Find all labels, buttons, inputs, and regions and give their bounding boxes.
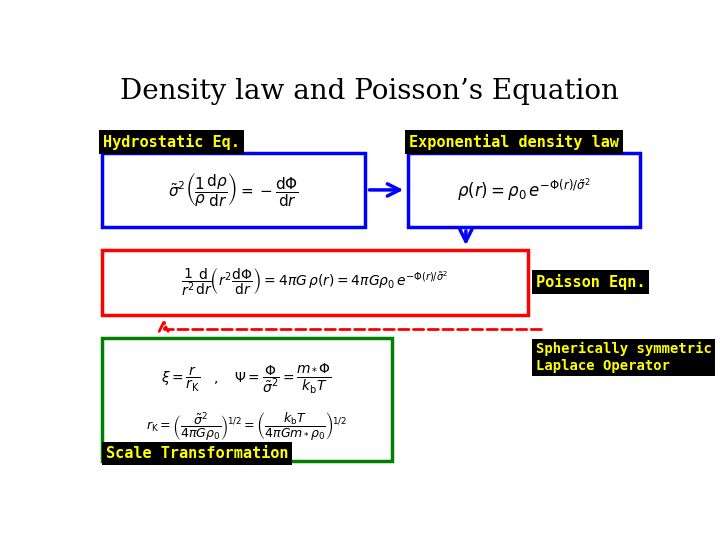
Text: Poisson Eqn.: Poisson Eqn. [536,274,645,290]
Text: Exponential density law: Exponential density law [409,134,619,150]
Bar [102,338,392,461]
Text: $\xi = \dfrac{r}{r_{\mathrm{K}}}\quad ,\quad \Psi = \dfrac{\Phi}{\tilde{\sigma}^: $\xi = \dfrac{r}{r_{\mathrm{K}}}\quad ,\… [161,362,333,396]
Text: $\dfrac{1}{r^2}\dfrac{\mathrm{d}}{\mathrm{d}r}\!\left(r^2\dfrac{\mathrm{d}\Phi}{: $\dfrac{1}{r^2}\dfrac{\mathrm{d}}{\mathr… [181,266,449,298]
Text: Spherically symmetric
Laplace Operator: Spherically symmetric Laplace Operator [536,342,711,373]
Bar [408,153,640,226]
Text: Density law and Poisson’s Equation: Density law and Poisson’s Equation [120,78,618,105]
Text: $\tilde{\sigma}^2 \left(\dfrac{1}{\rho}\dfrac{\mathrm{d}\rho}{\mathrm{d}r}\right: $\tilde{\sigma}^2 \left(\dfrac{1}{\rho}\… [168,171,299,208]
Bar [102,249,528,315]
Text: Hydrostatic Eq.: Hydrostatic Eq. [103,134,240,150]
Text: $\rho(r) = \rho_0\, e^{-\Phi(r)/\tilde{\sigma}^2}$: $\rho(r) = \rho_0\, e^{-\Phi(r)/\tilde{\… [457,176,590,204]
Text: Scale Transformation: Scale Transformation [106,446,288,461]
Bar [102,153,365,226]
Text: $r_{\mathrm{K}} = \left(\dfrac{\tilde{\sigma}^2}{4\pi G\rho_0}\right)^{\!1/2} = : $r_{\mathrm{K}} = \left(\dfrac{\tilde{\s… [146,411,348,443]
